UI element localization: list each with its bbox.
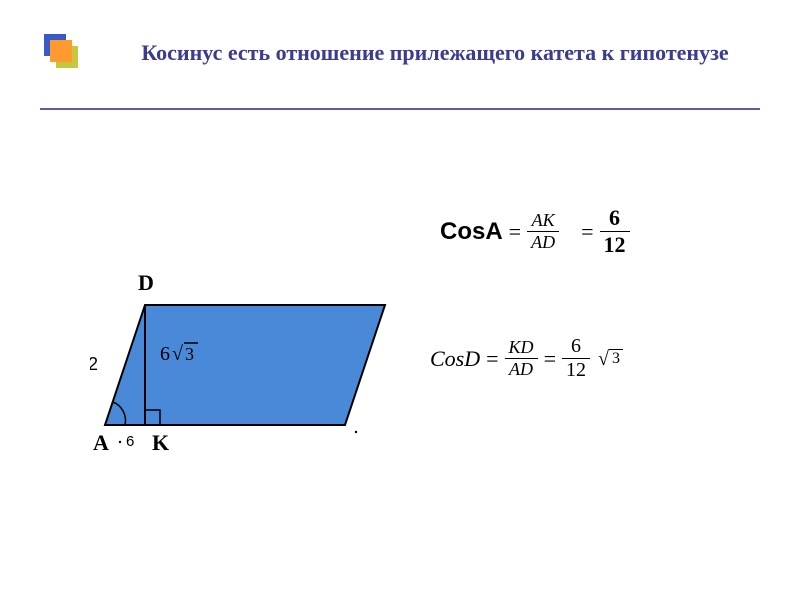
side-dk-length: 6 (160, 343, 170, 365)
frac-6-12: 6 12 (600, 205, 630, 258)
frac-den: AD (505, 359, 538, 380)
vertex-a-label: A (93, 430, 109, 455)
frac-den: 12 (600, 232, 630, 258)
slide-logo (40, 30, 90, 80)
slide-title: Косинус есть отношение прилежащего катет… (110, 38, 760, 68)
equals-sign: = (581, 219, 593, 245)
radicand-3: 3 (185, 344, 194, 364)
vertex-d-label: D (138, 270, 154, 295)
frac-num: KD (505, 337, 538, 359)
cosD-label: CosD (430, 346, 480, 372)
frac-num: AK (527, 210, 559, 232)
side-ak-length: 6 (126, 433, 134, 450)
equals-sign: = (544, 346, 556, 372)
sqrt-3: √ 3 (598, 349, 623, 369)
frac-ak-ad: AK AD (527, 210, 559, 253)
formula-cosD: CosD = KD AD = 6 12 √ 3 (430, 335, 760, 382)
parallelogram (105, 305, 385, 425)
vertex-k-label: K (152, 430, 169, 455)
formula-cosA: CosA = AK AD = 6 12 (440, 205, 750, 258)
equals-sign: = (509, 219, 521, 245)
sqrt-sign: √ (172, 343, 183, 365)
geometry-diagram: D A K 12 6 6 √ 3 (90, 260, 390, 460)
title-underline (40, 108, 760, 110)
radicand: 3 (609, 349, 623, 368)
frac-den: AD (527, 232, 559, 253)
frac-den: 12 (562, 359, 590, 382)
frac-num: 6 (562, 335, 590, 359)
frac-6-12: 6 12 (562, 335, 590, 382)
frac-kd-ad: KD AD (505, 337, 538, 380)
frac-num: 6 (600, 205, 630, 232)
cosA-label: CosA (440, 218, 503, 246)
equals-sign: = (486, 346, 498, 372)
side-ad-length: 12 (90, 354, 98, 374)
